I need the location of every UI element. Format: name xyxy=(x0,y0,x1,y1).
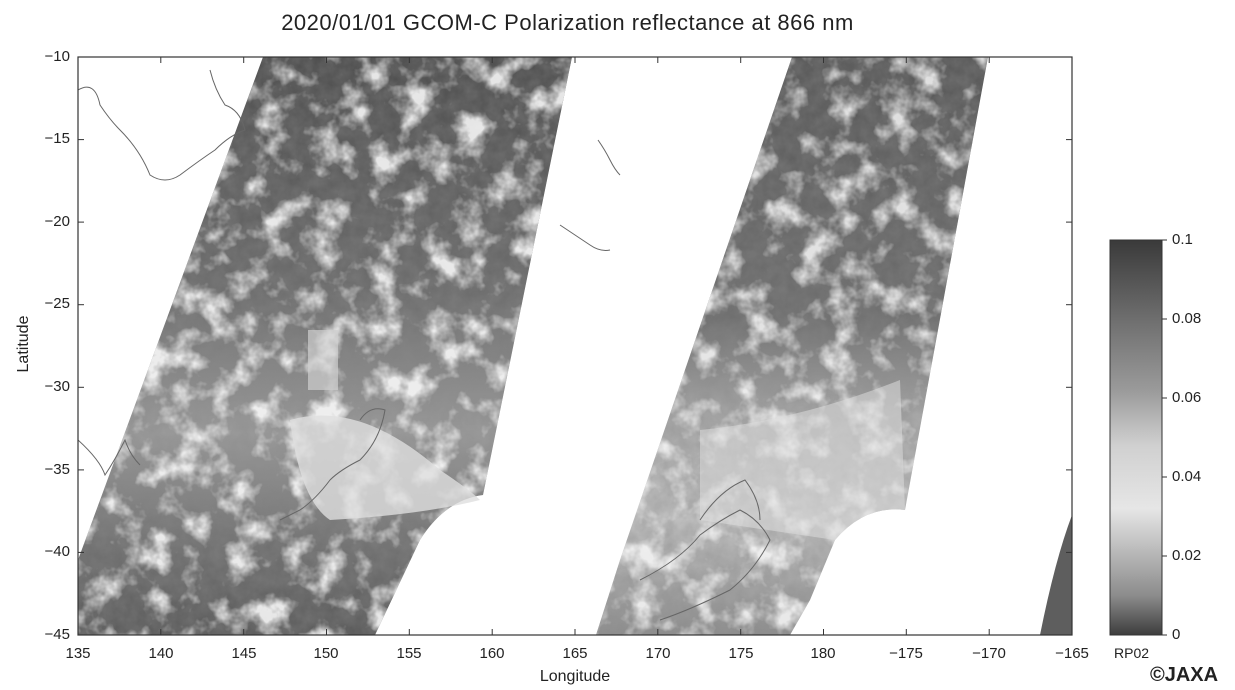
y-tick-label: −25 xyxy=(44,295,70,312)
y-tick-label: −30 xyxy=(44,378,70,395)
coastlines xyxy=(78,69,771,621)
colorbar-tick-label: 0.06 xyxy=(1172,389,1202,406)
y-tick-label: −20 xyxy=(44,213,70,230)
x-tick-label: 140 xyxy=(148,645,174,662)
x-tick-label: −170 xyxy=(972,645,1006,662)
colorbar-tick-label: 0.1 xyxy=(1172,231,1193,248)
colorbar xyxy=(1109,239,1163,636)
y-tick-label: −40 xyxy=(44,543,70,560)
x-tick-label: −165 xyxy=(1055,645,1089,662)
colorbar-tick-label: 0.04 xyxy=(1172,468,1202,485)
y-tick-label: −15 xyxy=(44,130,70,147)
y-axis-label: Latitude xyxy=(15,315,32,373)
map-title: 2020/01/01 GCOM-C Polarization reflectan… xyxy=(281,10,854,35)
colorbar-tick-label: 0 xyxy=(1172,626,1181,643)
axis-ticks xyxy=(78,56,1072,636)
colorbar-tick-label: 0.08 xyxy=(1172,310,1202,327)
colorbar-unit-label: RP02 xyxy=(1114,645,1150,661)
y-tick-label: −35 xyxy=(44,461,70,478)
x-tick-label: 155 xyxy=(396,645,422,662)
y-tick-label: −10 xyxy=(44,48,70,65)
x-tick-label: 160 xyxy=(479,645,505,662)
x-tick-label: 150 xyxy=(313,645,339,662)
x-tick-label: 180 xyxy=(810,645,836,662)
x-axis-label: Longitude xyxy=(539,668,611,685)
x-tick-label: 170 xyxy=(645,645,671,662)
x-tick-label: 145 xyxy=(231,645,257,662)
colorbar-tick-label: 0.02 xyxy=(1172,547,1202,564)
y-tick-label: −45 xyxy=(44,626,70,643)
x-tick-label: 165 xyxy=(562,645,588,662)
x-tick-label: 135 xyxy=(65,645,91,662)
copyright-label: ©JAXA xyxy=(1150,664,1219,686)
x-tick-label: −175 xyxy=(889,645,923,662)
x-tick-label: 175 xyxy=(728,645,754,662)
